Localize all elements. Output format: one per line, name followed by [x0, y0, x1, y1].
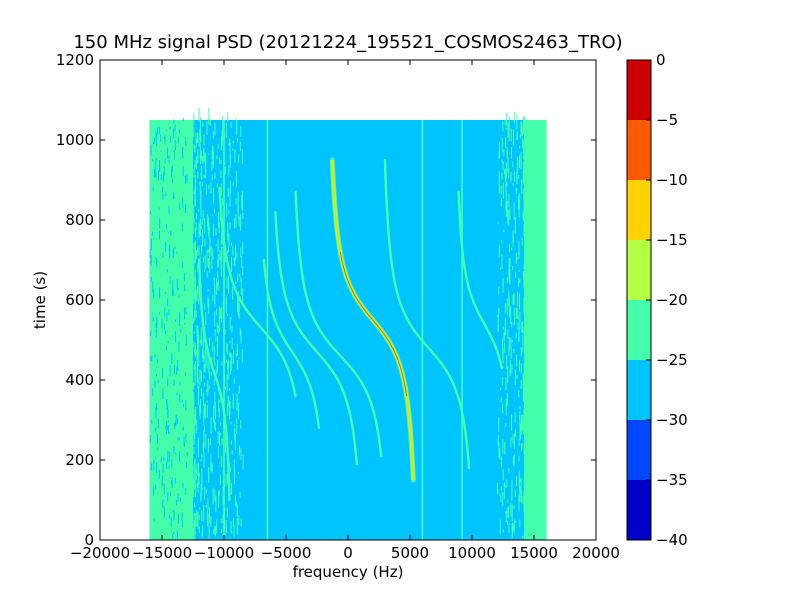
heatmap-background [149, 120, 547, 540]
vertical-line-0 [266, 120, 269, 540]
colorbar-level-4 [627, 240, 651, 300]
x-axis-label: frequency (Hz) [293, 563, 404, 581]
x-tick-label-5: 5000 [391, 544, 429, 562]
doppler-track-1 [274, 210, 358, 466]
y-axis: 0 200 400 600 800 1000 1200 [56, 51, 596, 549]
y-tick-label-2: 400 [65, 371, 94, 389]
plot-area [149, 107, 547, 540]
colorbar-tick-label-0: 0 [656, 51, 666, 69]
doppler-track-5 [218, 186, 297, 398]
colorbar-tick-label-6: −30 [656, 411, 688, 429]
heatmap-noise [149, 107, 547, 540]
colorbar-tick-label-1: −5 [656, 111, 678, 129]
colorbar-tick-label-8: −40 [656, 531, 688, 549]
x-tick-label-3: −5000 [261, 544, 312, 562]
doppler-track-3 [294, 190, 383, 458]
y-tick-label-0: 0 [84, 531, 94, 549]
x-tick-label-1: −15000 [132, 544, 192, 562]
colorbar-tick-label-4: −20 [656, 291, 688, 309]
y-tick-label-4: 800 [65, 211, 94, 229]
colorbar-level-6 [627, 120, 651, 180]
doppler-track-4 [457, 190, 504, 370]
vertical-line-2 [421, 120, 424, 540]
colorbar-tick-label-2: −10 [656, 171, 688, 189]
colorbar-level-5 [627, 180, 651, 240]
vertical-line-1 [223, 120, 225, 540]
doppler-track-0 [329, 157, 416, 483]
colorbar-level-0 [627, 480, 651, 540]
y-axis-label: time (s) [31, 271, 49, 329]
colorbar-tick-label-7: −35 [656, 471, 688, 489]
colorbar-level-3 [627, 300, 651, 360]
y-tick-label-1: 200 [65, 451, 94, 469]
x-tick-label-7: 15000 [510, 544, 558, 562]
y-tick-label-3: 600 [65, 291, 94, 309]
x-tick-label-4: 0 [343, 544, 353, 562]
colorbar-tick-label-5: −25 [656, 351, 688, 369]
chart-title: 150 MHz signal PSD (20121224_195521_COSM… [73, 32, 622, 53]
colorbar-level-7 [627, 60, 651, 120]
colorbar-tick-label-3: −15 [656, 231, 688, 249]
doppler-track-7 [197, 258, 231, 502]
colorbar: 0 −5 −10 −15 −20 −25 −30 −35 −40 [626, 51, 688, 549]
x-tick-label-0: −20000 [70, 544, 130, 562]
y-tick-label-5: 1000 [56, 131, 94, 149]
doppler-track-6 [262, 258, 321, 430]
x-axis: −20000 −15000 −10000 −5000 0 5000 10000 15000 20… [70, 60, 620, 562]
vertical-line-3 [461, 120, 463, 540]
x-tick-label-2: −10000 [194, 544, 254, 562]
x-tick-label-8: 20000 [572, 544, 620, 562]
x-tick-label-6: 10000 [448, 544, 496, 562]
doppler-track-2 [383, 158, 471, 470]
colorbar-level-2 [627, 360, 651, 420]
y-tick-label-6: 1200 [56, 51, 94, 69]
colorbar-level-1 [627, 420, 651, 480]
